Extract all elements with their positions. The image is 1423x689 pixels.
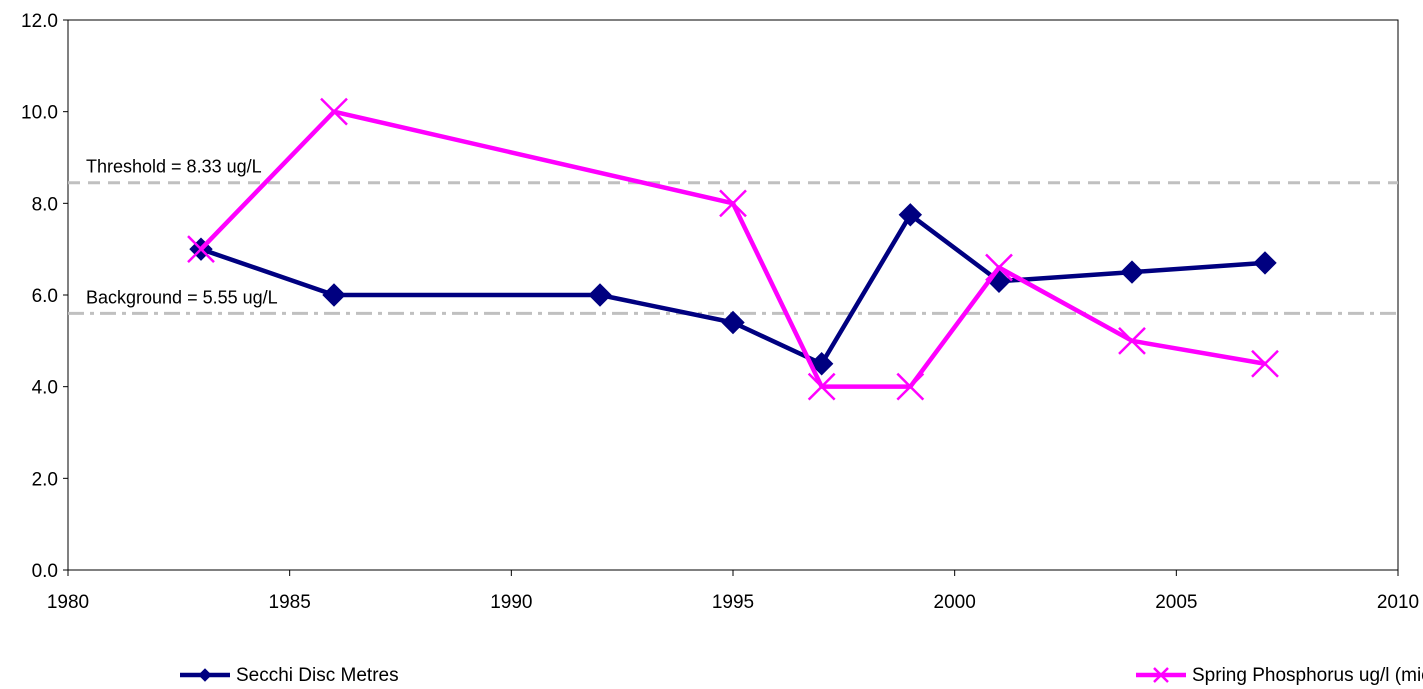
series-lines [187, 97, 1279, 401]
legend: Secchi Disc Metres Spring Phosphorus ug/l… [180, 665, 1423, 686]
x-tick-label: 1985 [269, 592, 311, 613]
data-point-phosphorus [896, 372, 925, 401]
data-point-secchi [1253, 251, 1277, 275]
data-point-secchi [809, 352, 834, 376]
legend-marker-secchi [198, 668, 212, 682]
data-point-phosphorus [985, 253, 1013, 282]
x-tick-label: 2005 [1155, 592, 1197, 613]
data-point-phosphorus [187, 235, 215, 264]
y-tick-label: 4.0 [32, 378, 58, 399]
data-point-secchi [898, 203, 923, 227]
x-tick-label: 2000 [934, 592, 976, 613]
legend-label-phosphorus: Spring Phosphorus ug/l (micrograms/litre… [1192, 665, 1423, 686]
data-point-secchi [721, 310, 745, 335]
x-tick-label: 1990 [490, 592, 532, 613]
axes: 0.0 2.0 4.0 6.0 8.0 10.0 12.0 1980 1985 1990 1995 2… [21, 11, 1419, 613]
plot-frame [67, 19, 1399, 571]
y-tick-label: 2.0 [32, 469, 58, 490]
legend-marker-phosphorus [1153, 667, 1169, 683]
y-tick-label: 6.0 [32, 286, 58, 307]
data-point-phosphorus [320, 97, 348, 126]
legend-item-secchi: Secchi Disc Metres [180, 665, 399, 686]
data-point-phosphorus [719, 189, 747, 218]
y-tick-label: 12.0 [21, 11, 58, 32]
data-point-secchi [588, 283, 612, 307]
data-point-phosphorus [807, 372, 836, 401]
data-point-phosphorus [1251, 349, 1279, 378]
data-point-phosphorus [1118, 326, 1146, 355]
data-point-secchi [322, 283, 346, 307]
x-tick-label: 1995 [712, 592, 754, 613]
reference-label-threshold: Threshold = 8.33 ug/L [86, 157, 262, 177]
legend-label-secchi: Secchi Disc Metres [236, 665, 399, 686]
reference-label-background: Background = 5.55 ug/L [86, 287, 278, 307]
series-line-phosphorus [199, 109, 1266, 389]
x-tick-label: 1980 [47, 592, 89, 613]
y-tick-label: 0.0 [32, 561, 58, 582]
y-tick-label: 10.0 [21, 103, 58, 124]
data-point-secchi [1120, 260, 1144, 284]
legend-item-phosphorus: Spring Phosphorus ug/l (micrograms/litre… [1136, 665, 1423, 686]
x-tick-label: 2010 [1377, 592, 1419, 613]
y-tick-label: 8.0 [32, 194, 58, 215]
plot-area [67, 19, 1399, 571]
